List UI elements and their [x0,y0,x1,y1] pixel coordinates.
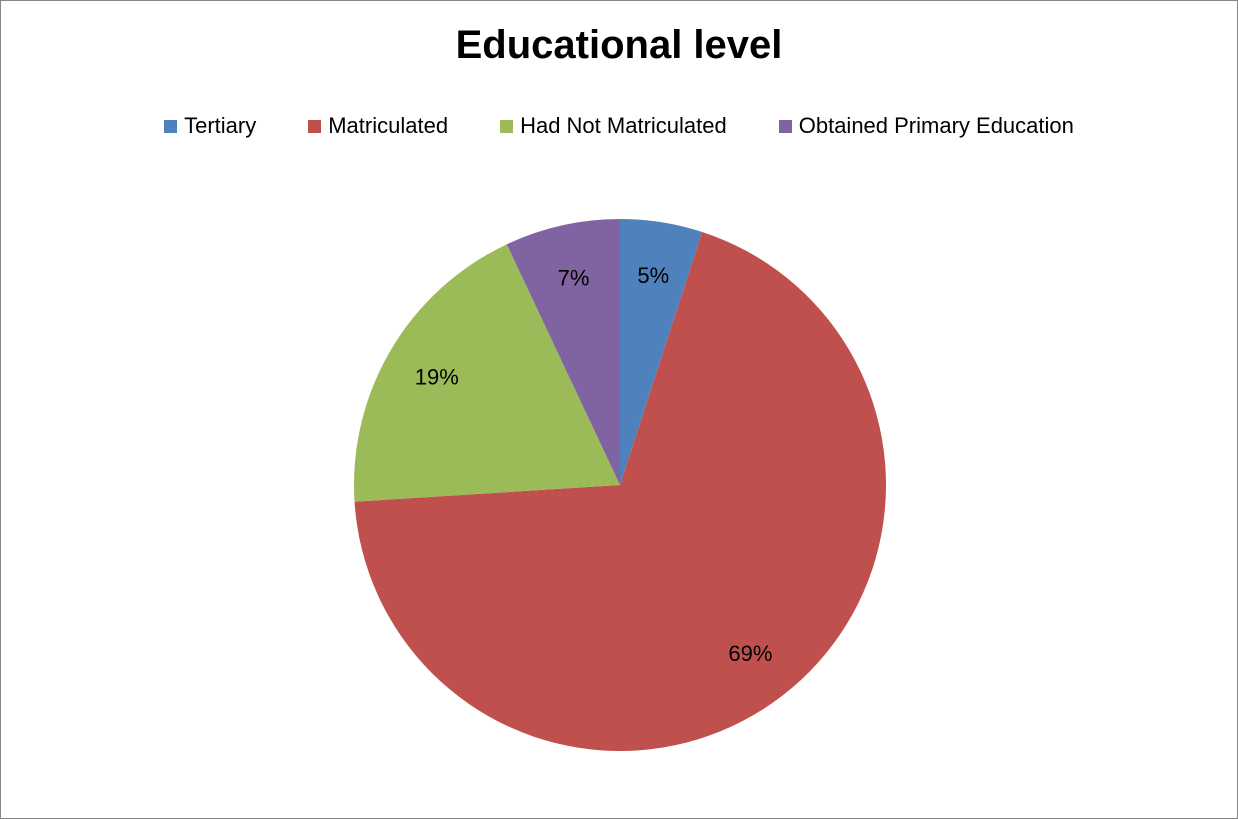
legend-swatch-tertiary [164,119,178,133]
legend-item-matriculated: Matriculated [308,113,448,139]
legend-swatch-matriculated [308,119,322,133]
legend-item-had-not-matriculated: Had Not Matriculated [500,113,727,139]
legend-item-tertiary: Tertiary [164,113,256,139]
legend-swatch-obtained-primary-education [778,119,792,133]
legend-swatch-had-not-matriculated [500,119,514,133]
legend-item-obtained-primary-education: Obtained Primary Education [778,113,1074,139]
pie-slice-matriculated [354,232,887,751]
pie-label-had-not-matriculated: 19% [415,365,459,390]
pie-slice-obtained-primary-education [506,219,620,485]
pie-label-tertiary: 5% [637,263,669,288]
pie-slice-had-not-matriculated [354,244,620,502]
legend-label-had-not-matriculated: Had Not Matriculated [520,113,727,138]
pie-slice-tertiary [620,219,703,485]
legend-label-matriculated: Matriculated [328,113,449,138]
legend-label-tertiary: Tertiary [184,113,257,138]
legend-label-obtained-primary-education: Obtained Primary Education [798,113,1074,138]
pie-label-obtained-primary-education: 7% [558,265,590,290]
pie-label-matriculated: 69% [728,641,772,666]
chart-title: Educational level [455,23,783,67]
chart-legend: Tertiary Matriculated Had Not Matriculat… [1,113,1237,139]
